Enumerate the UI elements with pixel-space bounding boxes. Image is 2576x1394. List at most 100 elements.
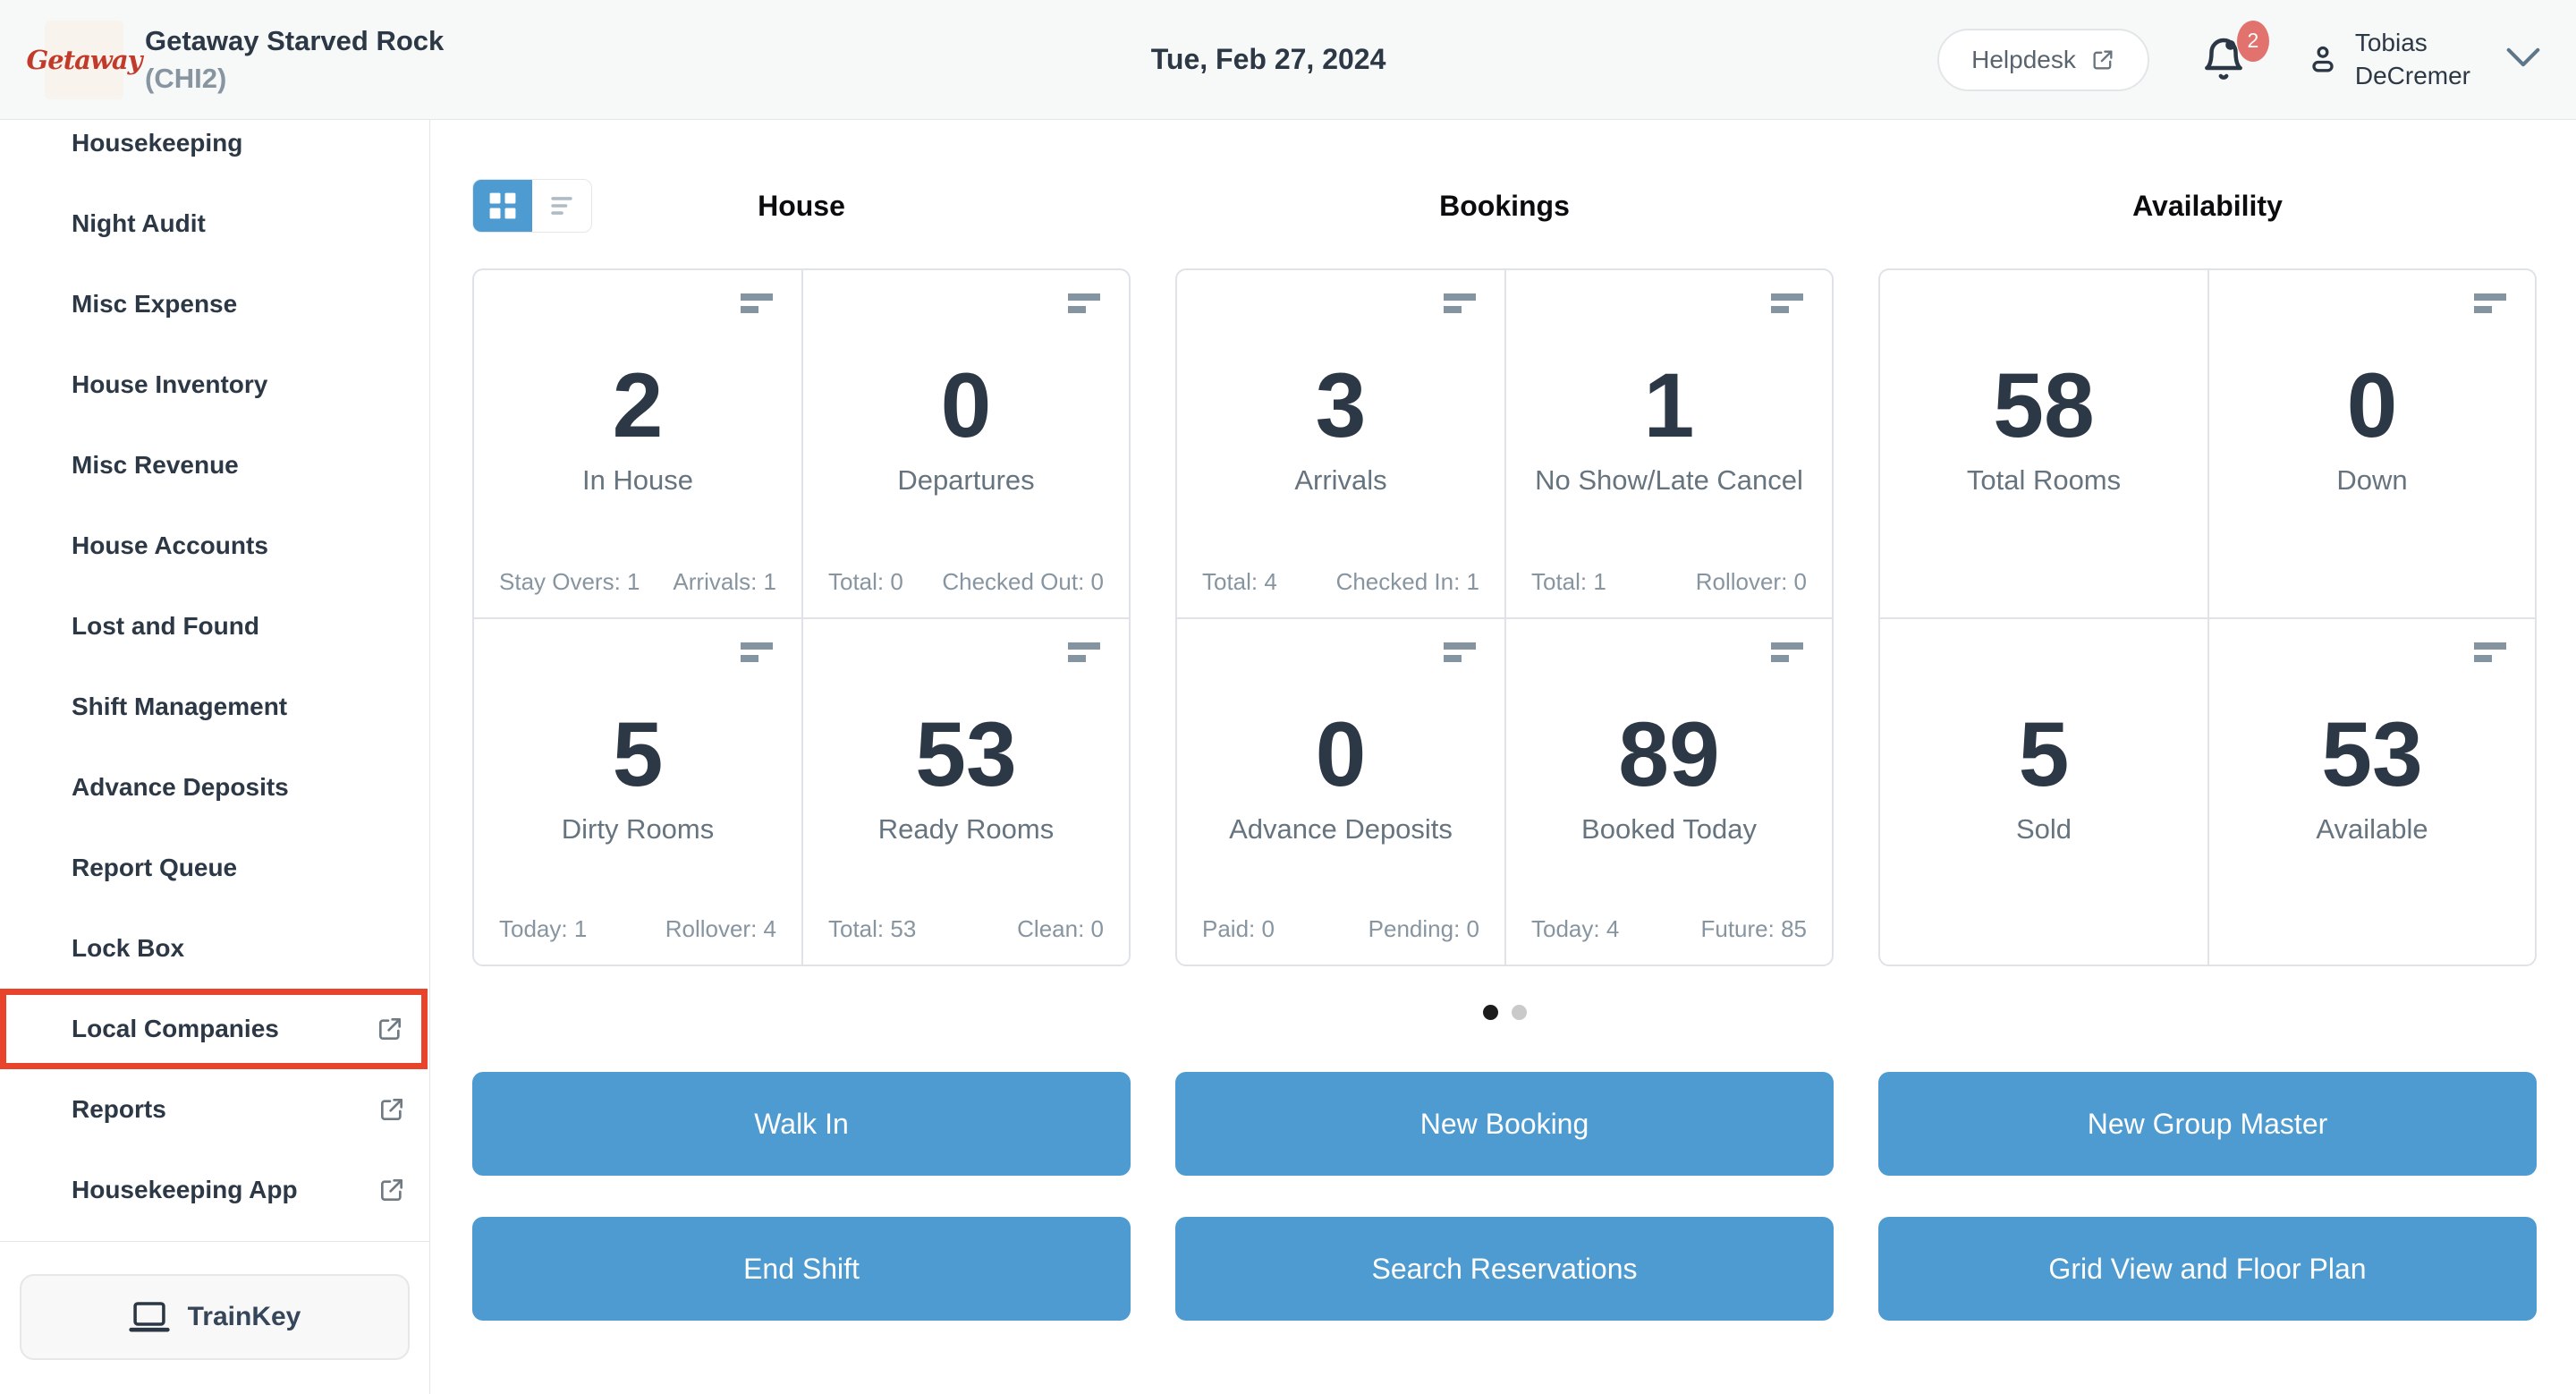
new-group-master-button[interactable]: New Group Master — [1878, 1072, 2537, 1176]
stat-label: Ready Rooms — [877, 813, 1055, 846]
card-menu-icon[interactable] — [2474, 642, 2508, 664]
sidebar-item-lock-box[interactable]: Lock Box — [0, 908, 429, 989]
stat-footer-right: Checked In: 1 — [1335, 568, 1479, 595]
stat-label: No Show/Late Cancel — [1535, 464, 1803, 497]
section-title-house: House — [758, 189, 845, 222]
list-view-toggle[interactable] — [532, 180, 591, 232]
stat-card-departures[interactable]: 0 Departures Total: 0 Checked Out: 0 — [801, 270, 1129, 617]
walk-in-button[interactable]: Walk In — [472, 1072, 1131, 1176]
grid-icon — [489, 192, 516, 219]
stat-card-in-house[interactable]: 2 In House Stay Overs: 1 Arrivals: 1 — [474, 270, 801, 617]
stat-label: In House — [581, 464, 694, 497]
card-menu-icon[interactable] — [1068, 642, 1102, 664]
chevron-down-icon[interactable] — [2506, 47, 2540, 72]
sidebar-item-house-inventory[interactable]: House Inventory — [0, 344, 429, 425]
stat-card-advance-deposits[interactable]: 0 Advance Deposits Paid: 0 Pending: 0 — [1177, 617, 1504, 965]
end-shift-button[interactable]: End Shift — [472, 1217, 1131, 1321]
stat-value: 3 — [1315, 354, 1367, 456]
grid-view-toggle[interactable] — [473, 180, 532, 232]
stat-sections-row: 2 In House Stay Overs: 1 Arrivals: 1 0 Depart… — [472, 268, 2537, 966]
view-toggle — [472, 179, 592, 233]
stat-footer-right: Rollover: 0 — [1695, 568, 1807, 595]
trainkey-button[interactable]: TrainKey — [20, 1274, 410, 1360]
stat-card-dirty-rooms[interactable]: 5 Dirty Rooms Today: 1 Rollover: 4 — [474, 617, 801, 965]
stat-footer-right: Arrivals: 1 — [673, 568, 776, 595]
carousel-dot-1[interactable] — [1482, 1004, 1498, 1020]
new-booking-button[interactable]: New Booking — [1175, 1072, 1834, 1176]
notifications-button[interactable]: 2 — [2199, 20, 2269, 85]
stat-footer: Today: 4 Future: 85 — [1506, 915, 1832, 943]
stat-footer: Total: 1 Rollover: 0 — [1506, 568, 1832, 596]
sidebar: Housekeeping Night Audit Misc Expense House… — [0, 120, 430, 1394]
sidebar-item-shift-management[interactable]: Shift Management — [0, 667, 429, 747]
stat-card-down[interactable]: 0 Down — [2207, 270, 2535, 617]
stat-card-sold[interactable]: 5 Sold — [1880, 617, 2207, 965]
stat-value: 2 — [612, 354, 664, 456]
stat-label: Dirty Rooms — [561, 813, 715, 846]
stat-footer: Stay Overs: 1 Arrivals: 1 — [474, 568, 801, 596]
card-menu-icon[interactable] — [2474, 293, 2508, 315]
sidebar-item-house-accounts[interactable]: House Accounts — [0, 506, 429, 586]
property-identity: Getaway Getaway Starved Rock (CHI2) — [27, 20, 599, 99]
stat-label: Arrivals — [1294, 464, 1387, 497]
sidebar-item-housekeeping-app[interactable]: Housekeeping App — [0, 1150, 429, 1230]
sidebar-item-report-queue[interactable]: Report Queue — [0, 828, 429, 908]
grid-view-and-floor-plan-button[interactable]: Grid View and Floor Plan — [1878, 1217, 2537, 1321]
stat-card-arrivals[interactable]: 3 Arrivals Total: 4 Checked In: 1 — [1177, 270, 1504, 617]
stat-card-booked-today[interactable]: 89 Booked Today Today: 4 Future: 85 — [1504, 617, 1832, 965]
stat-label: Departures — [897, 464, 1035, 497]
property-name: Getaway Starved Rock — [145, 24, 445, 56]
stat-footer: Total: 0 Checked Out: 0 — [803, 568, 1129, 596]
card-menu-icon[interactable] — [1771, 642, 1805, 664]
external-link-icon — [377, 1176, 406, 1204]
sidebar-item-label: Housekeeping App — [72, 1176, 298, 1203]
external-link-icon — [377, 1095, 406, 1124]
stat-card-ready-rooms[interactable]: 53 Ready Rooms Total: 53 Clean: 0 — [801, 617, 1129, 965]
sidebar-item-label: Reports — [72, 1095, 166, 1123]
stat-footer-right: Pending: 0 — [1368, 915, 1479, 942]
stat-label: Advance Deposits — [1229, 813, 1453, 846]
property-code: (CHI2) — [145, 62, 227, 94]
stat-value: 1 — [1643, 354, 1695, 456]
stat-card-total-rooms[interactable]: 58 Total Rooms — [1880, 270, 2207, 617]
sidebar-item-misc-expense[interactable]: Misc Expense — [0, 264, 429, 344]
stat-footer-left: Paid: 0 — [1202, 915, 1275, 942]
card-menu-icon[interactable] — [1444, 642, 1478, 664]
trainkey-label: TrainKey — [187, 1302, 301, 1331]
card-menu-icon[interactable] — [741, 293, 775, 315]
user-menu[interactable]: Tobias DeCremer — [2305, 27, 2470, 92]
card-menu-icon[interactable] — [1771, 293, 1805, 315]
sidebar-item-label: Lock Box — [72, 934, 185, 962]
laptop-icon — [128, 1302, 170, 1332]
stat-footer: Paid: 0 Pending: 0 — [1177, 915, 1504, 943]
sidebar-item-night-audit[interactable]: Night Audit — [0, 183, 429, 264]
card-menu-icon[interactable] — [1068, 293, 1102, 315]
stat-value: 53 — [915, 703, 1017, 805]
sidebar-item-label: Lost and Found — [72, 612, 259, 640]
card-menu-icon[interactable] — [1444, 293, 1478, 315]
sidebar-item-local-companies[interactable]: Local Companies — [0, 989, 428, 1069]
carousel-pagination — [472, 1004, 2537, 1020]
business-date: Tue, Feb 27, 2024 — [1150, 43, 1386, 75]
sidebar-item-label: Misc Expense — [72, 290, 238, 318]
sidebar-item-label: Night Audit — [72, 209, 206, 237]
stat-card-available[interactable]: 53 Available — [2207, 617, 2535, 965]
external-link-icon — [376, 1015, 404, 1043]
search-reservations-button[interactable]: Search Reservations — [1175, 1217, 1834, 1321]
sidebar-item-housekeeping[interactable]: Housekeeping — [0, 103, 429, 183]
sidebar-item-reports[interactable]: Reports — [0, 1069, 429, 1150]
stat-value: 0 — [940, 354, 992, 456]
sidebar-item-lost-and-found[interactable]: Lost and Found — [0, 586, 429, 667]
carousel-dot-2[interactable] — [1511, 1004, 1527, 1020]
action-buttons-row-2: End Shift Search Reservations Grid View an… — [472, 1217, 2537, 1321]
getaway-logo-text: Getaway — [26, 44, 143, 75]
stat-card-no-show-late-cancel[interactable]: 1 No Show/Late Cancel Total: 1 Rollover: 0 — [1504, 270, 1832, 617]
stat-label: Available — [2316, 813, 2428, 846]
sidebar-item-misc-revenue[interactable]: Misc Revenue — [0, 425, 429, 506]
helpdesk-button[interactable]: Helpdesk — [1937, 28, 2149, 91]
card-menu-icon[interactable] — [741, 642, 775, 664]
bell-icon — [2199, 38, 2248, 89]
stat-value: 5 — [2018, 703, 2070, 805]
sidebar-item-advance-deposits[interactable]: Advance Deposits — [0, 747, 429, 828]
user-last-name: DeCremer — [2354, 61, 2470, 89]
